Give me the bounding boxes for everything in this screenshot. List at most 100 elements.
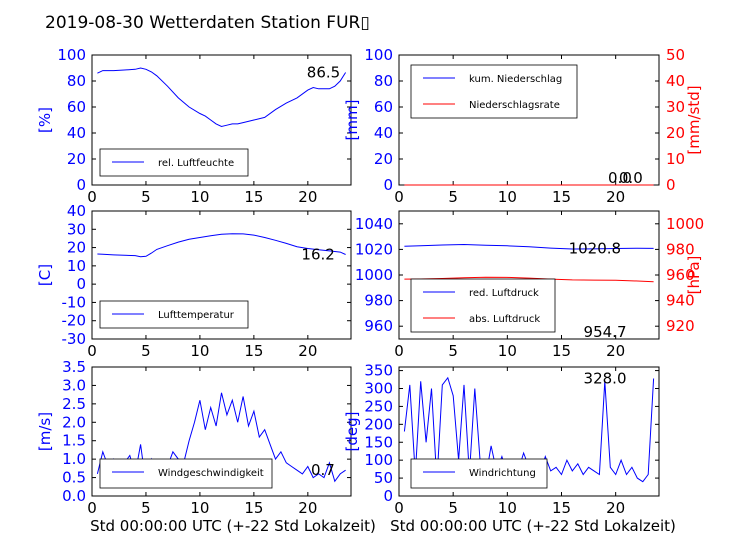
legend-label: red. Luftdruck: [469, 288, 539, 299]
y-tick-label: 100: [364, 46, 393, 64]
x-axis-label-right: Std 00:00:00 UTC (+-22 Std Lokalzeit): [390, 517, 676, 535]
y-tick-label: -10: [62, 293, 87, 311]
x-tick-label: 0: [394, 342, 404, 360]
x-tick-label: 20: [606, 188, 625, 206]
y2-axis-label: [hPa]: [685, 256, 703, 295]
x-tick-label: 15: [244, 499, 263, 517]
y2-tick-label: 40: [666, 72, 685, 90]
y2-axis-label: [mm/std]: [685, 85, 703, 154]
legend-label: Windrichtung: [469, 468, 536, 479]
legend-box: [410, 64, 578, 119]
panel-pressure: 0 5 10 15 20 960 980 1000 1020 1040 920 940 960 980 10…: [355, 210, 704, 360]
x-tick-label: 5: [141, 188, 151, 206]
x-tick-label: 5: [141, 342, 151, 360]
y-tick-label: 150: [364, 433, 393, 451]
value-annotation: 86.5: [307, 64, 340, 82]
x-tick-label: 15: [244, 188, 263, 206]
x-tick-label: 0: [394, 499, 404, 517]
value-annotation: 0.0: [608, 169, 632, 187]
legend: Windgeschwindigkeit: [99, 458, 273, 489]
y-tick-label: 20: [374, 150, 393, 168]
y-axis-label: [mm]: [343, 100, 361, 141]
series-line-red-luftdruck: [404, 243, 654, 250]
y-tick-label: 0: [76, 275, 86, 293]
y-tick-label: 980: [364, 292, 393, 310]
y-tick-label: 60: [67, 98, 86, 116]
legend-label: Lufttemperatur: [158, 310, 235, 321]
y-tick-label: 50: [374, 469, 393, 487]
value-annotation: 328.0: [584, 369, 627, 387]
legend: Lufttemperatur: [99, 300, 249, 329]
x-tick-label: 15: [552, 499, 571, 517]
value-annotation: 16.2: [301, 246, 334, 264]
y-tick-label: 350: [364, 362, 393, 380]
y-tick-label: 1040: [355, 215, 393, 233]
legend-label: Windgeschwindigkeit: [158, 468, 264, 479]
y-axis-label: [m/s]: [36, 412, 54, 451]
x-tick-label: 10: [190, 188, 209, 206]
y2-tick-label: 10: [666, 150, 685, 168]
x-tick-label: 15: [552, 188, 571, 206]
x-tick-label: 5: [448, 342, 458, 360]
legend-label: Niederschlagsrate: [469, 100, 560, 111]
x-axis-label-left: Std 00:00:00 UTC (+-22 Std Lokalzeit): [90, 517, 376, 535]
x-tick-label: 10: [190, 499, 209, 517]
legend-box: [410, 458, 548, 489]
legend-box: [410, 278, 556, 333]
y2-tick-label: 20: [666, 124, 685, 142]
y-axis-label: [C]: [36, 264, 54, 286]
x-tick-label: 10: [498, 188, 517, 206]
legend-box: [99, 148, 249, 177]
figure-title: 2019-08-30 Wetterdaten Station FUR▯: [45, 13, 370, 33]
y-tick-label: 3.0: [62, 376, 86, 394]
y-tick-label: 300: [364, 380, 393, 398]
y-tick-label: 80: [67, 72, 86, 90]
panel-humidity: 0 5 10 15 20 0 20 40 60 80 100 [%] rel. Luftfeuchte 8…: [36, 46, 352, 206]
y2-tick-label: 0: [666, 176, 676, 194]
x-tick-label: 20: [298, 342, 317, 360]
x-tick-label: 0: [394, 188, 404, 206]
y2-tick-label: 960: [666, 266, 695, 284]
y-tick-label: 40: [374, 124, 393, 142]
y-tick-label: 10: [67, 257, 86, 275]
value-annotation: 0.0: [619, 169, 643, 187]
y-axis-label: [%]: [36, 107, 54, 133]
value-annotation: 954.7: [584, 323, 627, 341]
x-tick-label: 0: [87, 499, 97, 517]
panel-precipitation: 0 5 10 15 20 0 20 40 60 80 100 [mm] 0 10 20 30 40 50 [mm/s…: [343, 46, 703, 206]
y-tick-label: 1000: [355, 266, 393, 284]
y-tick-label: 200: [364, 415, 393, 433]
value-annotation: 1020.8: [569, 239, 622, 257]
x-tick-label: 20: [606, 499, 625, 517]
y-tick-label: 0: [76, 176, 86, 194]
y-tick-label: 250: [364, 397, 393, 415]
y-tick-label: 60: [374, 98, 393, 116]
y-tick-label: 0: [383, 487, 393, 505]
y-tick-label: -30: [62, 330, 87, 348]
y-tick-label: 2.0: [62, 413, 86, 431]
y-tick-label: 80: [374, 72, 393, 90]
y-tick-label: 0.0: [62, 487, 86, 505]
legend-box: [99, 458, 273, 489]
series-line-lufttemperatur: [97, 233, 346, 258]
legend: Windrichtung: [410, 458, 548, 489]
legend: red. Luftdruck abs. Luftdruck: [410, 278, 556, 333]
y-tick-label: 3.5: [62, 358, 86, 376]
series-line-windgeschwindigkeit: [96, 392, 346, 486]
x-tick-label: 15: [552, 342, 571, 360]
x-tick-label: 10: [498, 342, 517, 360]
x-tick-label: 0: [87, 188, 97, 206]
y-tick-label: 2.5: [62, 395, 86, 413]
x-tick-label: 15: [244, 342, 263, 360]
x-tick-label: 0: [87, 342, 97, 360]
y-tick-label: 40: [67, 124, 86, 142]
y-tick-label: 960: [364, 317, 393, 335]
x-tick-label: 5: [448, 499, 458, 517]
x-tick-label: 5: [141, 499, 151, 517]
y2-tick-label: 1000: [666, 215, 704, 233]
legend: kum. Niederschlag Niederschlagsrate: [410, 64, 578, 119]
x-tick-label: 20: [298, 188, 317, 206]
y2-tick-label: 30: [666, 98, 685, 116]
y-tick-label: 0.5: [62, 469, 86, 487]
